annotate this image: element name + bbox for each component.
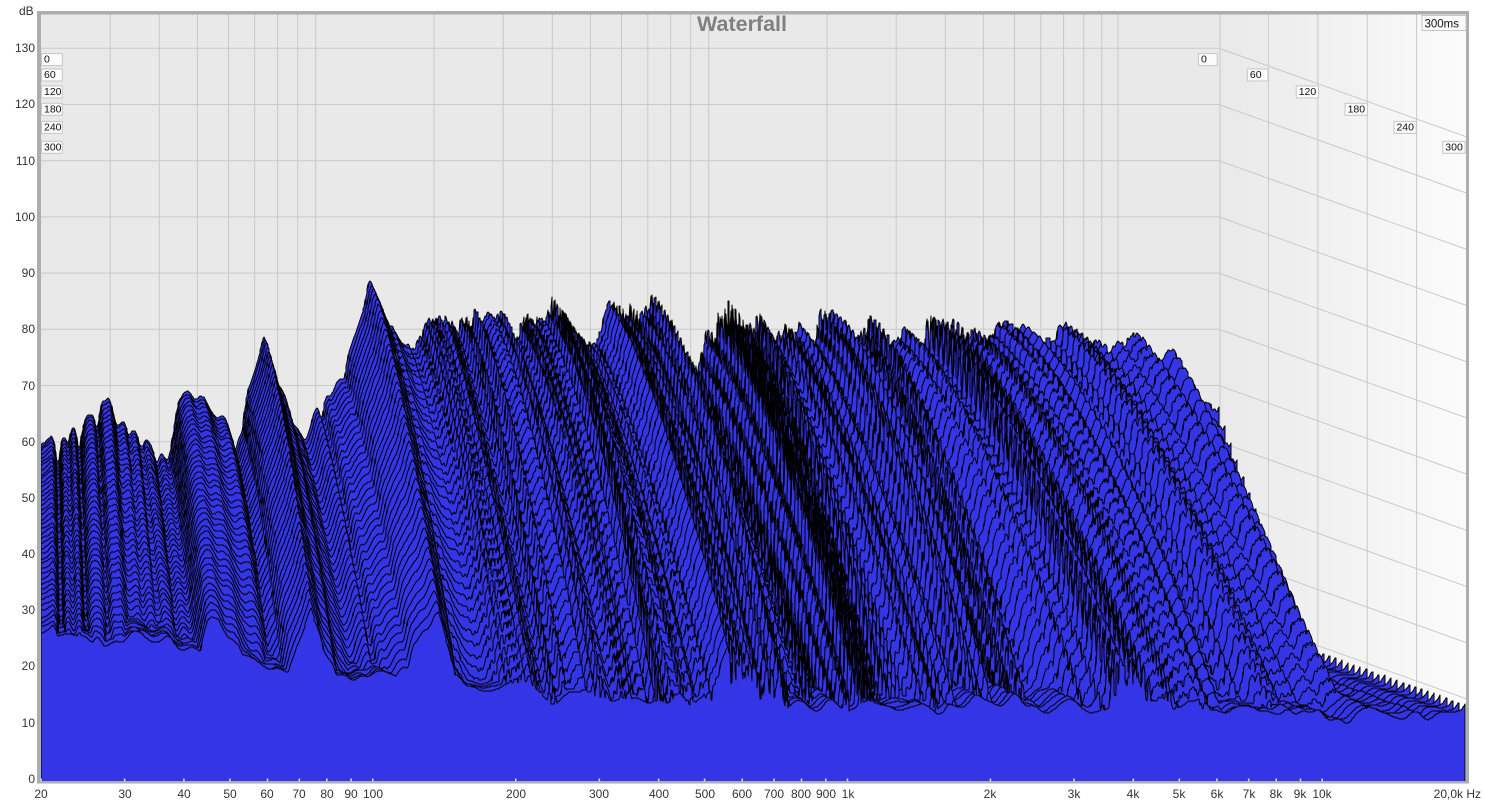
svg-text:7k: 7k [1243,787,1257,801]
svg-text:9k: 9k [1294,787,1308,801]
svg-text:600: 600 [732,787,752,801]
svg-text:2k: 2k [984,787,998,801]
svg-text:1k: 1k [842,787,856,801]
svg-text:60: 60 [260,787,274,801]
svg-text:130: 130 [15,41,35,55]
svg-text:70: 70 [292,787,306,801]
svg-text:60: 60 [1250,69,1262,81]
svg-text:100: 100 [15,210,35,224]
svg-text:50: 50 [22,491,36,505]
svg-text:5k: 5k [1173,787,1187,801]
svg-text:0: 0 [44,54,50,66]
svg-text:60: 60 [22,435,36,449]
svg-text:30: 30 [22,603,36,617]
svg-text:0: 0 [1201,54,1207,66]
svg-text:70: 70 [22,379,36,393]
svg-text:90: 90 [344,787,358,801]
svg-text:120: 120 [44,86,62,98]
svg-text:3k: 3k [1068,787,1082,801]
svg-text:120: 120 [1299,86,1317,98]
svg-text:50: 50 [223,787,237,801]
svg-text:8k: 8k [1270,787,1284,801]
svg-text:900: 900 [816,787,836,801]
svg-text:300ms: 300ms [1425,19,1460,31]
svg-text:180: 180 [44,103,62,115]
svg-text:300: 300 [589,787,609,801]
svg-text:dB: dB [19,4,34,18]
svg-text:Waterfall: Waterfall [697,12,787,36]
svg-text:240: 240 [1396,121,1414,133]
svg-text:30: 30 [118,787,132,801]
svg-text:700: 700 [764,787,784,801]
svg-text:200: 200 [506,787,526,801]
svg-text:800: 800 [791,787,811,801]
svg-text:300: 300 [44,141,62,153]
svg-text:80: 80 [320,787,334,801]
svg-text:300: 300 [1445,141,1463,153]
svg-text:240: 240 [44,121,62,133]
svg-text:60: 60 [44,69,56,81]
svg-text:180: 180 [1348,103,1366,115]
svg-text:20: 20 [34,787,48,801]
svg-text:40: 40 [177,787,191,801]
svg-text:10k: 10k [1312,787,1332,801]
svg-text:400: 400 [649,787,669,801]
svg-text:40: 40 [22,547,36,561]
svg-text:20: 20 [22,659,36,673]
svg-text:80: 80 [22,322,36,336]
svg-text:10: 10 [22,716,36,730]
svg-text:110: 110 [16,154,35,168]
svg-text:100: 100 [363,787,383,801]
svg-text:120: 120 [15,97,35,111]
svg-text:20,0k Hz: 20,0k Hz [1434,787,1481,801]
svg-text:500: 500 [695,787,715,801]
svg-text:6k: 6k [1211,787,1225,801]
svg-text:4k: 4k [1127,787,1141,801]
svg-text:90: 90 [22,266,36,280]
svg-text:0: 0 [28,772,35,786]
